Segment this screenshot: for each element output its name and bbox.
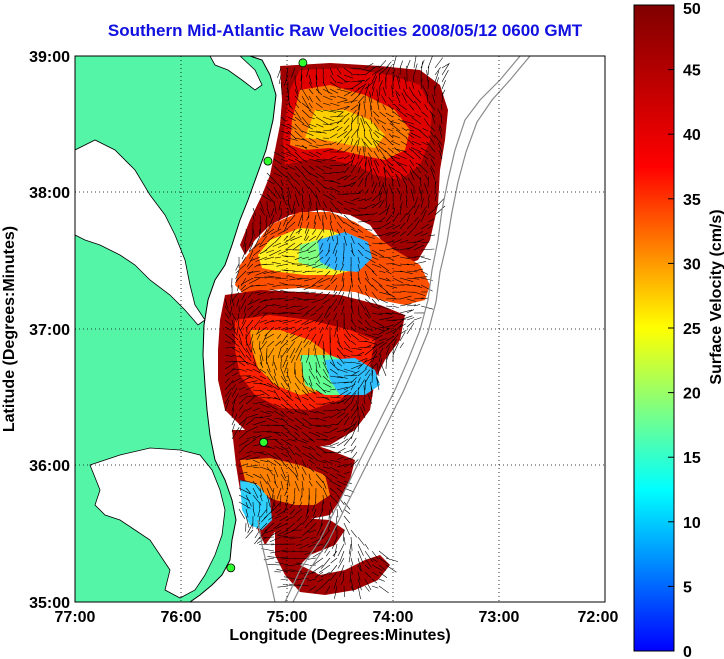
colorbar-tick-label: 10	[683, 515, 701, 532]
x-axis: 77:00 76:00 75:00 74:00 73:00 72:00 Long…	[55, 609, 619, 644]
radar-station-marker	[298, 58, 308, 68]
colorbar-gradient	[633, 4, 675, 652]
y-tick-label: 38:00	[29, 185, 70, 202]
colorbar-tick-label: 30	[683, 256, 701, 273]
map-title: Southern Mid-Atlantic Raw Velocities 200…	[108, 21, 583, 40]
radar-station-marker	[263, 156, 273, 166]
grid-lines	[75, 56, 605, 602]
delaware-bay	[209, 56, 263, 91]
radar-station-marker	[259, 437, 269, 447]
radar-stations	[226, 58, 308, 573]
colorbar-tick-label: 35	[683, 192, 701, 209]
y-tick-label: 37:00	[29, 322, 70, 339]
colorbar-tick-label: 50	[683, 1, 701, 18]
pamlico-sound	[89, 447, 226, 599]
y-tick-label: 39:00	[29, 49, 70, 66]
y-axis: 39:00 38:00 37:00 36:00 35:00 Latitude (…	[1, 49, 70, 612]
colorbar-tick-label: 40	[683, 127, 701, 144]
colorbar-tick-label: 25	[683, 321, 701, 338]
colorbar-label: Surface Velocity (cm/s)	[708, 209, 724, 384]
y-axis-label: Latitude (Degrees:Minutes)	[1, 226, 18, 432]
x-tick-label: 73:00	[479, 609, 520, 626]
x-tick-label: 77:00	[55, 609, 96, 626]
colorbar-tick-label: 15	[683, 450, 701, 467]
vector-arrows-path	[224, 56, 450, 600]
radar-station-marker	[226, 563, 236, 573]
velocity-vectors	[224, 56, 450, 600]
chesapeake-bay	[75, 139, 206, 326]
colorbar-tick-label: 0	[683, 644, 692, 659]
velocity-field	[218, 63, 448, 595]
x-tick-label: 72:00	[578, 609, 619, 626]
colorbar-tick-label: 45	[683, 63, 701, 80]
x-tick-label: 76:00	[161, 609, 202, 626]
x-tick-label: 75:00	[267, 609, 308, 626]
x-axis-label: Longitude (Degrees:Minutes)	[229, 627, 450, 644]
y-tick-label: 35:00	[29, 595, 70, 612]
colorbar-tick-label: 20	[683, 386, 701, 403]
y-tick-label: 36:00	[29, 458, 70, 475]
x-tick-label: 74:00	[373, 609, 414, 626]
bathymetry-contours	[257, 56, 531, 602]
plot-frame	[74, 55, 606, 603]
colorbar-tick-label: 5	[683, 579, 692, 596]
